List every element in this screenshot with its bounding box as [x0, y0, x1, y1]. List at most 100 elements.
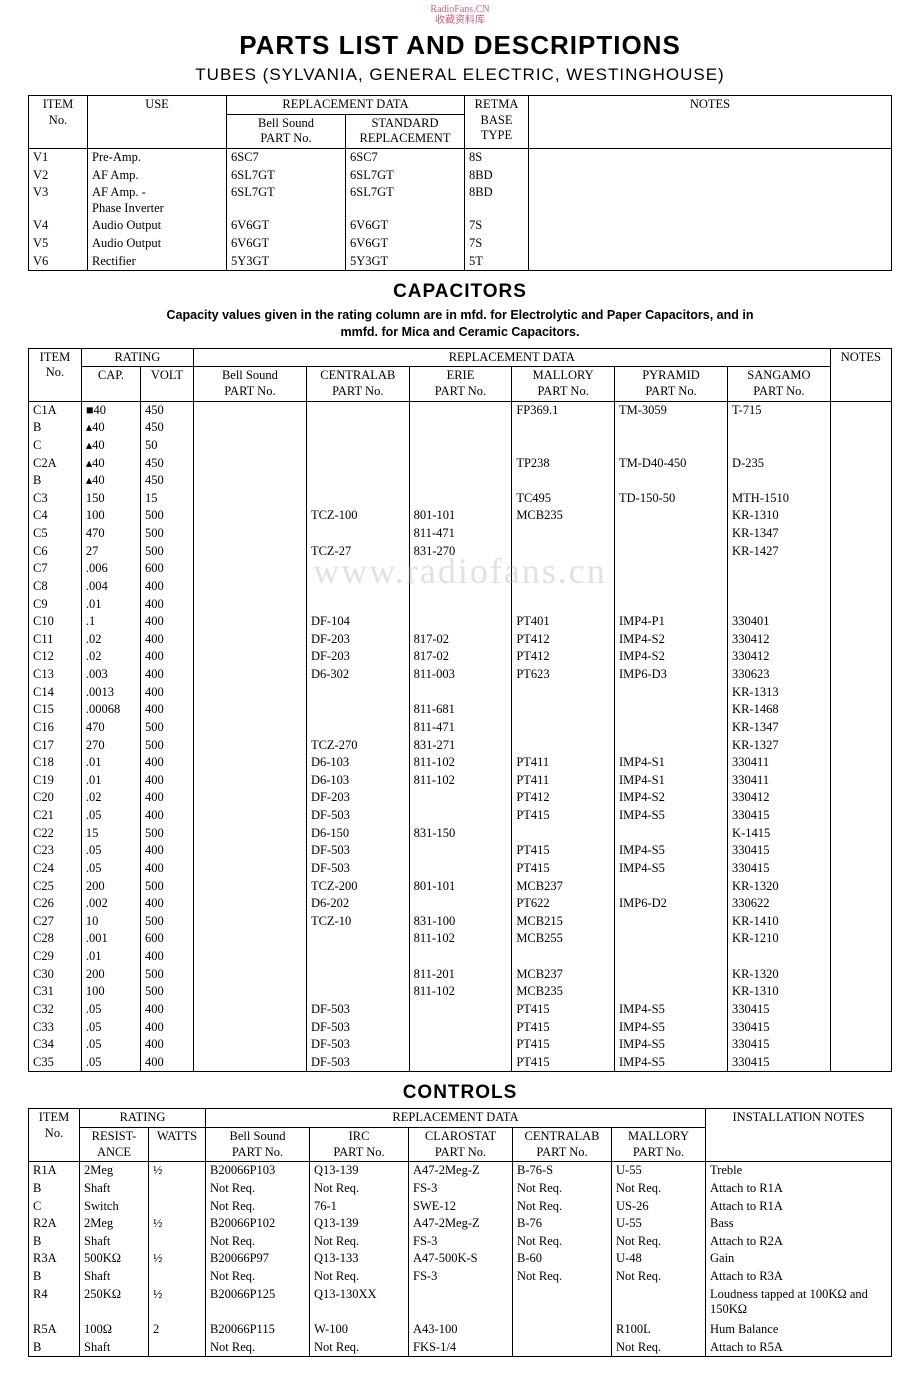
cell — [193, 507, 306, 525]
cell — [830, 613, 891, 631]
table-row: C627500TCZ-27831-270KR-1427 — [29, 543, 892, 561]
cell: KR-1410 — [728, 913, 831, 931]
cell: 330412 — [728, 789, 831, 807]
cell: 27 — [81, 543, 140, 561]
col-mallory: MALLORYPART No. — [512, 367, 615, 401]
cell: .1 — [81, 613, 140, 631]
cell: TM-D40-450 — [615, 455, 728, 473]
cell: 400 — [141, 1001, 194, 1019]
cell — [306, 525, 409, 543]
cell — [728, 437, 831, 455]
table-row: C2710500TCZ-10831-100MCB215KR-1410 — [29, 913, 892, 931]
cell: 100 — [81, 983, 140, 1001]
cell: U-48 — [612, 1250, 706, 1268]
cell — [149, 1339, 206, 1357]
cell: 330415 — [728, 860, 831, 878]
cell: Audio Output — [88, 235, 227, 253]
table-row: C26.002400D6-202PT622IMP6-D2330622 — [29, 895, 892, 913]
cell: 150 — [81, 490, 140, 508]
cell: Not Req. — [612, 1233, 706, 1251]
cell: 817-02 — [409, 648, 512, 666]
cell: 450 — [141, 401, 194, 419]
table-row: C20.02400DF-203PT412IMP4-S2330412 — [29, 789, 892, 807]
cell: 811-102 — [409, 772, 512, 790]
cell: MCB235 — [512, 983, 615, 1001]
cell: C35 — [29, 1054, 82, 1072]
cell: Not Req. — [310, 1180, 409, 1198]
cell: B-60 — [513, 1250, 612, 1268]
cell — [830, 1001, 891, 1019]
cell: C30 — [29, 966, 82, 984]
cell: 100 — [81, 507, 140, 525]
cell: 330415 — [728, 1036, 831, 1054]
cell: KR-1210 — [728, 930, 831, 948]
cell: B — [29, 1233, 80, 1251]
cell: Audio Output — [88, 217, 227, 235]
cell — [409, 1036, 512, 1054]
col-pyramid: PYRAMIDPART No. — [615, 367, 728, 401]
cell: 5T — [465, 253, 529, 271]
cell: B — [29, 1268, 80, 1286]
cell — [193, 772, 306, 790]
cell — [728, 560, 831, 578]
cell: Switch — [80, 1198, 149, 1216]
cell — [830, 701, 891, 719]
cell — [529, 253, 892, 271]
cell: 400 — [141, 701, 194, 719]
cell: V6 — [29, 253, 88, 271]
cell: PT415 — [512, 807, 615, 825]
table-row: C13.003400D6-302811-003PT623IMP6-D333062… — [29, 666, 892, 684]
cell: SWE-12 — [409, 1198, 513, 1216]
cell: DF-503 — [306, 842, 409, 860]
cell — [409, 578, 512, 596]
cell: .05 — [81, 1001, 140, 1019]
cell: 811-201 — [409, 966, 512, 984]
cell — [830, 596, 891, 614]
cell — [830, 507, 891, 525]
col-repl: REPLACEMENT DATA — [206, 1109, 706, 1128]
cell: R100L — [612, 1321, 706, 1339]
cell: V2 — [29, 167, 88, 185]
cell: IMP4-S5 — [615, 1019, 728, 1037]
cell: PT415 — [512, 1036, 615, 1054]
table-row: BShaftNot Req.Not Req.FS-3Not Req.Not Re… — [29, 1268, 892, 1286]
cell: Loudness tapped at 100KΩ and 150KΩ — [706, 1286, 892, 1319]
cell — [409, 807, 512, 825]
cell — [193, 1036, 306, 1054]
cell: A47-500K-S — [409, 1250, 513, 1268]
cell — [615, 948, 728, 966]
cell: .02 — [81, 648, 140, 666]
cell: V4 — [29, 217, 88, 235]
cell: 330415 — [728, 1019, 831, 1037]
cell: 831-270 — [409, 543, 512, 561]
cell — [306, 684, 409, 702]
cell: .05 — [81, 1054, 140, 1072]
cell: W-100 — [310, 1321, 409, 1339]
cell: TM-3059 — [615, 401, 728, 419]
cell — [149, 1180, 206, 1198]
cell — [306, 437, 409, 455]
table-row: C1A■40450FP369.1TM-3059T-715 — [29, 401, 892, 419]
col-repl: REPLACEMENT DATA — [227, 96, 465, 115]
cell — [306, 560, 409, 578]
cell: C7 — [29, 560, 82, 578]
cell: Not Req. — [513, 1268, 612, 1286]
cell: 450 — [141, 455, 194, 473]
cell — [306, 596, 409, 614]
cell — [830, 560, 891, 578]
cell: PT401 — [512, 613, 615, 631]
cell — [409, 895, 512, 913]
cell — [513, 1321, 612, 1339]
cell: FS-3 — [409, 1180, 513, 1198]
cell: 400 — [141, 789, 194, 807]
cell: Not Req. — [513, 1180, 612, 1198]
col-cap: CAP. — [81, 367, 140, 401]
cell: C19 — [29, 772, 82, 790]
cell — [728, 578, 831, 596]
table-row: C10.1400DF-104PT401IMP4-P1330401 — [29, 613, 892, 631]
table-row: B▴40450 — [29, 472, 892, 490]
cell: Treble — [706, 1162, 892, 1180]
col-irc: IRCPART No. — [310, 1128, 409, 1162]
table-row: R5A100Ω2B20066P115W-100A43-100R100LHum B… — [29, 1321, 892, 1339]
cell: 250KΩ — [80, 1286, 149, 1319]
